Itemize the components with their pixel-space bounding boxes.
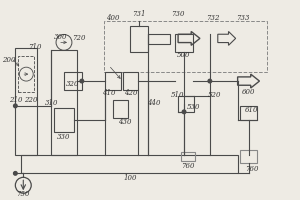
Bar (21, 155, 238, 173)
Bar (178, 96, 194, 112)
Bar (181, 152, 195, 161)
Bar (51, 50, 77, 155)
Bar (122, 72, 138, 90)
Text: 320: 320 (66, 80, 80, 88)
Bar (18, 56, 34, 92)
Bar (240, 106, 257, 120)
Bar (112, 100, 128, 118)
Text: 300: 300 (54, 33, 68, 41)
Text: 440: 440 (146, 99, 160, 107)
Bar (130, 26, 148, 52)
Text: 410: 410 (102, 89, 116, 97)
Circle shape (14, 172, 17, 175)
Text: 750: 750 (16, 190, 30, 198)
Text: 730: 730 (171, 10, 185, 18)
Text: 600: 600 (242, 88, 255, 96)
Text: 760: 760 (181, 162, 195, 170)
Bar (54, 108, 74, 132)
Text: 732: 732 (206, 14, 220, 22)
Circle shape (208, 79, 212, 83)
Text: 510: 510 (171, 91, 185, 99)
Text: 710: 710 (28, 43, 42, 51)
Text: 530: 530 (187, 103, 201, 111)
Bar (104, 21, 267, 72)
Bar (240, 150, 257, 163)
Bar (15, 48, 37, 155)
Text: 520: 520 (208, 91, 222, 99)
Text: 400: 400 (106, 14, 119, 22)
Text: 220: 220 (25, 96, 38, 104)
Bar (105, 72, 121, 90)
Text: 760: 760 (245, 165, 258, 173)
Text: 720: 720 (72, 34, 86, 42)
Text: 210: 210 (9, 96, 22, 104)
Text: 100: 100 (124, 174, 137, 182)
Circle shape (80, 79, 84, 83)
Text: 733: 733 (236, 14, 249, 22)
Bar (148, 34, 170, 44)
Circle shape (182, 110, 186, 114)
Text: 610: 610 (245, 106, 258, 114)
Text: 200: 200 (2, 56, 15, 64)
Text: 430: 430 (118, 118, 131, 126)
Text: 500: 500 (177, 51, 191, 59)
Text: 310: 310 (45, 99, 59, 107)
Bar (64, 72, 82, 90)
Text: 330: 330 (57, 133, 71, 141)
Bar (175, 34, 193, 52)
Text: 731: 731 (133, 10, 146, 18)
Text: 420: 420 (124, 89, 137, 97)
Circle shape (14, 104, 17, 108)
